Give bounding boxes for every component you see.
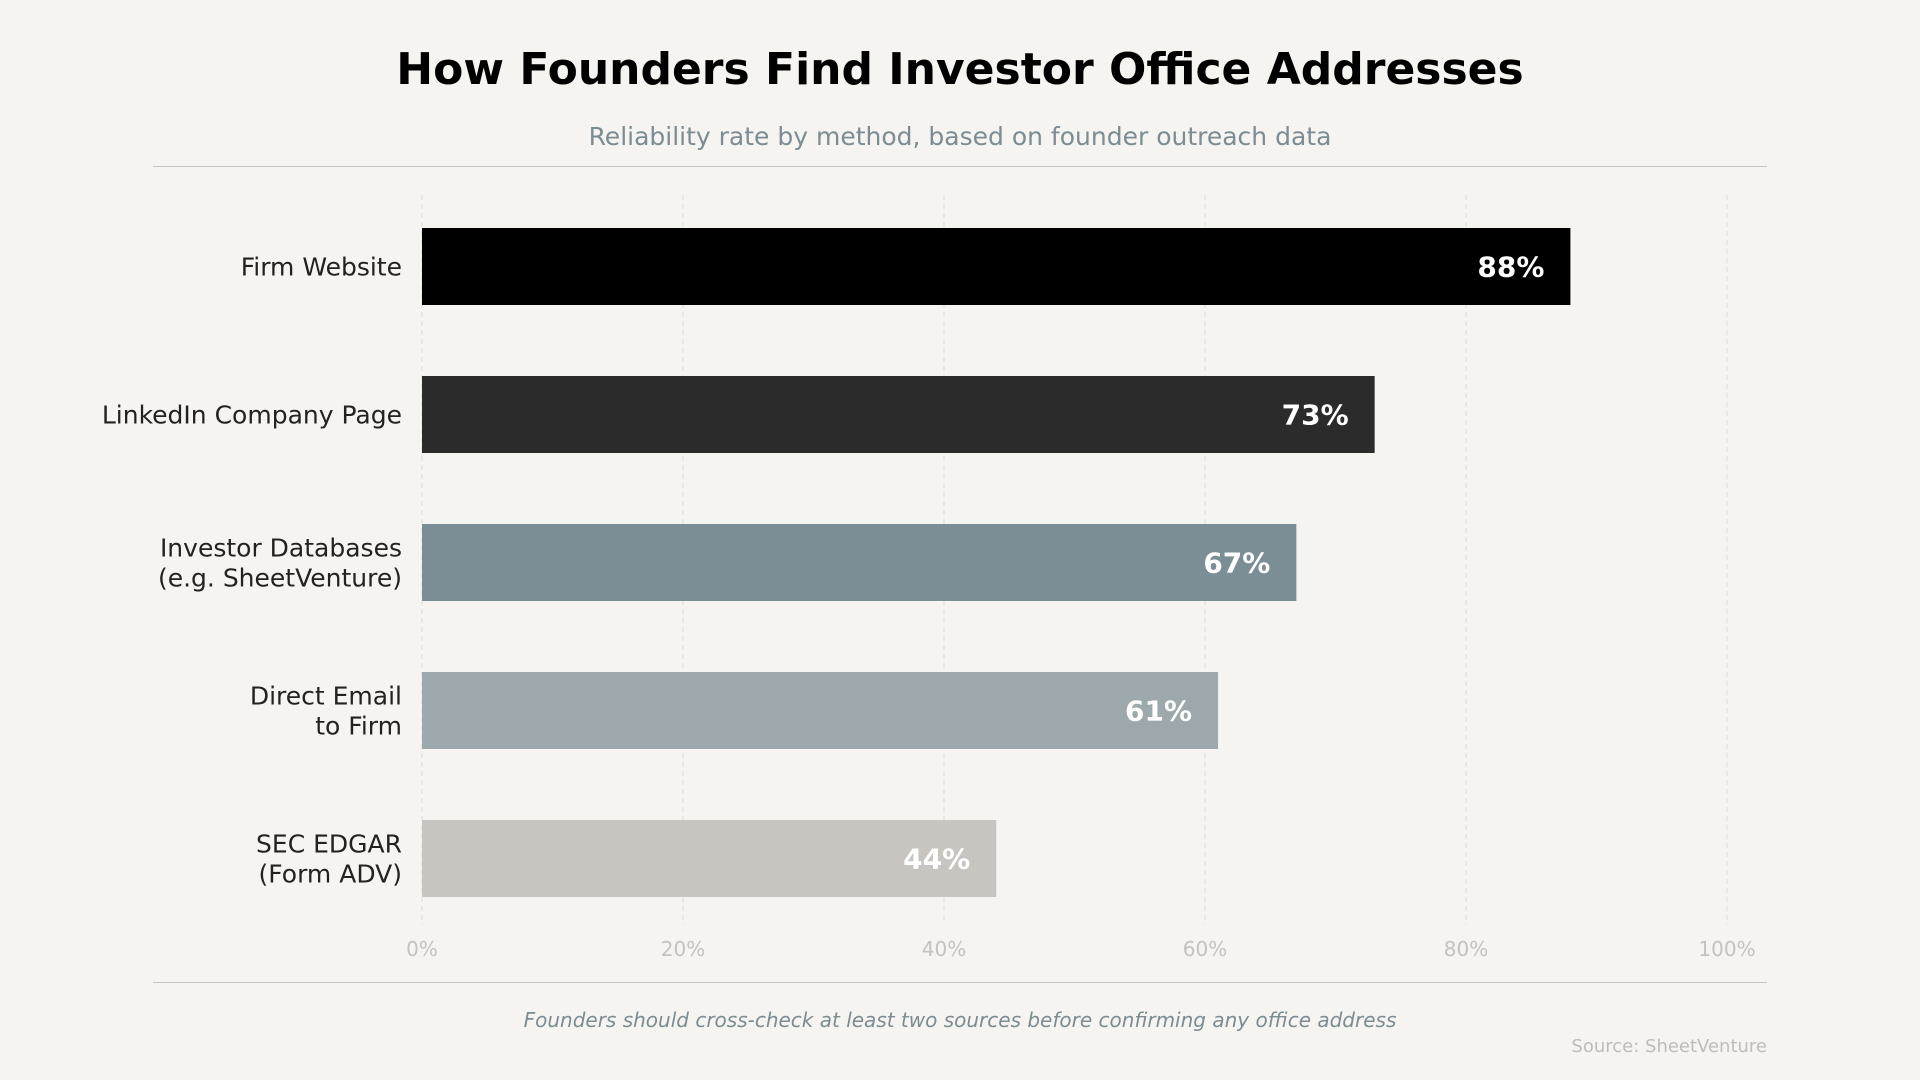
bar <box>422 376 1375 453</box>
bar <box>422 228 1571 305</box>
chart-subtitle: Reliability rate by method, based on fou… <box>588 122 1332 151</box>
footnote: Founders should cross-check at least two… <box>523 1008 1397 1032</box>
top-divider <box>153 166 1767 167</box>
x-tick-label: 40% <box>922 937 966 961</box>
value-label: 73% <box>1282 399 1349 432</box>
category-label: (Form ADV) <box>259 860 402 889</box>
bottom-divider <box>153 982 1767 983</box>
category-label: (e.g. SheetVenture) <box>158 564 402 593</box>
x-tick-label: 80% <box>1444 937 1488 961</box>
category-label: to Firm <box>315 712 402 741</box>
bar <box>422 820 997 897</box>
value-label: 44% <box>903 843 970 876</box>
x-tick-label: 20% <box>661 937 705 961</box>
value-label: 67% <box>1203 547 1270 580</box>
category-label: Investor Databases <box>160 534 402 563</box>
value-label: 61% <box>1125 695 1192 728</box>
value-label: 88% <box>1477 251 1544 284</box>
x-tick-label: 0% <box>406 937 438 961</box>
bar <box>422 672 1219 749</box>
bar <box>422 524 1297 601</box>
category-label: Direct Email <box>250 682 402 711</box>
category-label: Firm Website <box>241 253 402 282</box>
source-credit: Source: SheetVenture <box>1571 1036 1767 1057</box>
category-label: SEC EDGAR <box>256 830 402 859</box>
x-tick-label: 100% <box>1698 937 1755 961</box>
x-tick-label: 60% <box>1183 937 1227 961</box>
category-label: LinkedIn Company Page <box>102 401 402 430</box>
chart-title: How Founders Find Investor Office Addres… <box>396 44 1524 95</box>
